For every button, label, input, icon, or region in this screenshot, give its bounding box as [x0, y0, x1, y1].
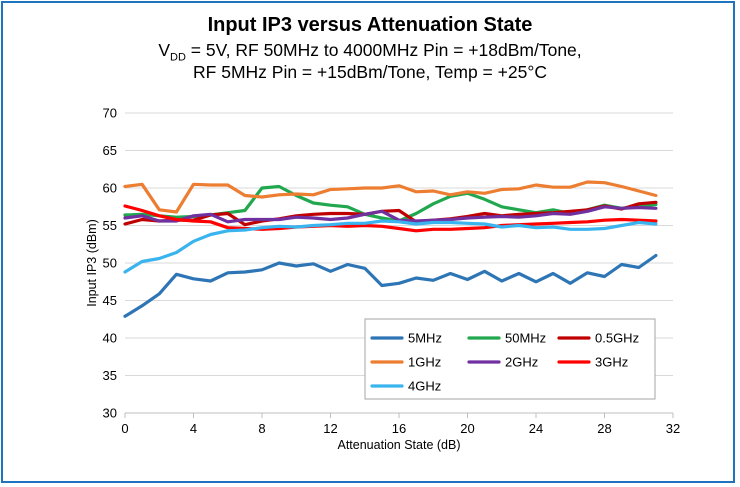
legend-entry: 3GHz [595, 355, 628, 370]
x-tick-label: 24 [529, 421, 543, 436]
legend-entry: 0.5GHz [595, 331, 639, 346]
subtitle-vdd: V [158, 40, 171, 60]
chart-subtitle-line1: VDD = 5V, RF 50MHz to 4000MHz Pin = +18d… [0, 40, 740, 64]
y-tick-label: 65 [103, 143, 117, 158]
y-tick-label: 40 [103, 331, 117, 346]
x-tick-label: 8 [258, 421, 265, 436]
legend-entry: 2GHz [505, 355, 538, 370]
x-tick-label: 4 [190, 421, 197, 436]
legend-entry: 5MHz [408, 331, 442, 346]
axes: 30 35 40 45 50 55 60 65 70 0 4 8 12 16 20 24 28 32 [103, 106, 681, 437]
x-axis-label: Attenuation State (dB) [338, 438, 461, 452]
series-line-3ghz [123, 204, 658, 233]
series-lines [123, 180, 658, 318]
x-tick-label: 16 [392, 421, 406, 436]
x-tick-label: 28 [597, 421, 611, 436]
subtitle-line1-text: = 5V, RF 50MHz to 4000MHz Pin = +18dBm/T… [185, 40, 582, 60]
series-line-4ghz [123, 219, 658, 274]
legend: 5MHz 50MHz 0.5GHz 1GHz 2GHz 3GHz 4GHz [364, 318, 656, 400]
series-line-2ghz [123, 205, 658, 224]
y-tick-label: 50 [103, 256, 117, 271]
chart-subtitle-line2: RF 5MHz Pin = +15dBm/Tone, Temp = +25°C [193, 62, 547, 82]
x-tick-label: 20 [460, 421, 474, 436]
series-line-1ghz [123, 180, 658, 214]
y-tick-label: 60 [103, 181, 117, 196]
y-tick-label: 55 [103, 218, 117, 233]
legend-entry: 4GHz [408, 379, 441, 394]
subtitle-vdd-subscript: DD [170, 51, 186, 64]
legend-entry: 1GHz [408, 355, 441, 370]
x-tick-label: 0 [121, 421, 128, 436]
y-tick-label: 70 [103, 106, 117, 121]
y-tick-label: 45 [103, 293, 117, 308]
legend-box [364, 318, 656, 400]
x-tick-label: 32 [666, 421, 680, 436]
x-tick-label: 12 [323, 421, 337, 436]
legend-entry: 50MHz [505, 331, 546, 346]
y-tick-label: 30 [103, 406, 117, 421]
y-tick-label: 35 [103, 368, 117, 383]
chart-title: Input IP3 versus Attenuation State [207, 14, 533, 36]
y-axis-label: Input IP3 (dBm) [85, 219, 99, 307]
series-line-5mhz [123, 253, 658, 318]
